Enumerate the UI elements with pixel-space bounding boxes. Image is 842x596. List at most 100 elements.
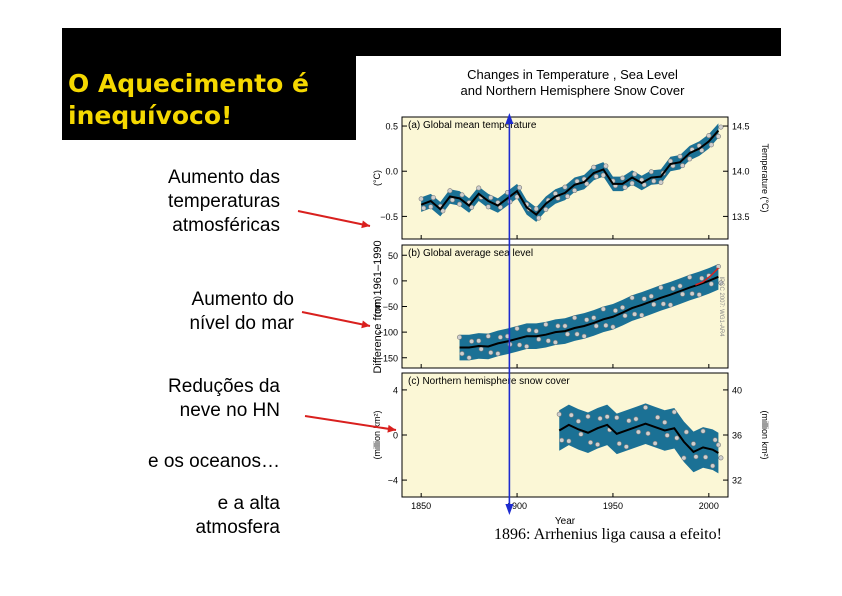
header-bar <box>62 28 781 56</box>
arrow-sea-level-head <box>361 320 370 329</box>
observation-point <box>674 435 680 441</box>
observation-point <box>418 196 424 202</box>
panel-title: (c) Northern hemisphere snow cover <box>408 376 570 387</box>
annotation-snow: Reduções da neve no HN <box>168 376 280 421</box>
y-right-tick-label: 36 <box>732 431 742 441</box>
observation-point <box>578 431 584 437</box>
observation-point <box>459 192 465 198</box>
panel-ylabel-right: Temperature (°C) <box>760 143 770 212</box>
observation-point <box>667 158 673 164</box>
x-tick-label: 1850 <box>411 501 431 511</box>
observation-point <box>449 197 455 203</box>
observation-point <box>555 323 561 329</box>
observation-point <box>718 455 724 461</box>
observation-point <box>689 291 695 297</box>
observation-point <box>655 414 661 420</box>
y-tick-label: 0.0 <box>385 167 398 177</box>
observation-point <box>514 326 520 332</box>
observation-point <box>712 437 718 443</box>
annotation-upper-atmosphere: e a alta atmosfera <box>195 493 280 538</box>
observation-point <box>604 414 610 420</box>
observation-point <box>562 184 568 190</box>
y-tick-label: −100 <box>378 328 398 338</box>
observation-point <box>623 444 629 450</box>
observation-point <box>677 153 683 159</box>
observation-point <box>671 409 677 415</box>
observation-point <box>478 346 484 352</box>
satellite-series-line <box>695 267 719 286</box>
observation-point <box>664 432 670 438</box>
observation-point <box>566 438 572 444</box>
x-axis-label: Year <box>555 516 576 527</box>
observation-point <box>536 336 542 342</box>
observation-point <box>687 156 693 162</box>
observation-point <box>430 195 436 201</box>
observation-point <box>715 133 721 139</box>
y-right-tick-label: 40 <box>732 385 742 395</box>
observation-point <box>421 205 427 211</box>
observation-point <box>568 412 574 418</box>
arrow-snow <box>304 415 397 431</box>
observation-point <box>457 334 463 340</box>
observation-point <box>620 305 626 311</box>
observation-point <box>488 350 494 356</box>
shared-ylabel: Difference from 1961–1990 <box>372 240 384 373</box>
observation-point <box>588 439 594 445</box>
arrow-temperature-head <box>361 220 370 229</box>
observation-point <box>591 315 597 321</box>
observation-point <box>603 322 609 328</box>
observation-point <box>562 323 568 329</box>
observation-point <box>593 323 599 329</box>
observation-point <box>447 188 453 194</box>
observation-point <box>652 440 658 446</box>
observation-point <box>696 292 702 298</box>
observation-point <box>715 442 721 448</box>
arrow-sea-level <box>301 311 371 327</box>
observation-point <box>680 291 686 297</box>
observation-point <box>622 184 628 190</box>
observation-point <box>677 283 683 289</box>
observation-point <box>662 419 668 425</box>
observation-point <box>597 415 603 421</box>
observation-point <box>670 286 676 292</box>
observation-point <box>660 301 666 307</box>
y-right-tick-label: 14.5 <box>732 122 750 132</box>
observation-point <box>536 215 542 221</box>
observation-point <box>690 441 696 447</box>
y-tick-label: −0.5 <box>380 212 398 222</box>
observation-point <box>591 164 597 170</box>
panel-title: (a) Global mean temperature <box>408 120 537 131</box>
observation-point <box>545 338 551 344</box>
panel-title: (b) Global average sea level <box>408 248 533 259</box>
panel-ylabel-right: (million km²) <box>760 411 770 460</box>
annotation-sea-level: Aumento do nível do mar <box>189 289 294 334</box>
observation-point <box>620 175 626 181</box>
y-tick-label: 50 <box>388 251 398 261</box>
observation-point <box>699 275 705 281</box>
observation-point <box>584 317 590 323</box>
observation-point <box>564 331 570 337</box>
observation-point <box>645 430 651 436</box>
y-tick-label: 4 <box>393 385 398 395</box>
panel-ylabel: (mm) <box>372 296 382 317</box>
slide-title: O Aquecimento é inequívoco! <box>68 69 309 130</box>
observation-point <box>543 207 549 213</box>
observation-point <box>629 295 635 301</box>
observation-point <box>485 333 491 339</box>
observation-point <box>699 147 705 153</box>
observation-point <box>622 313 628 319</box>
observation-point <box>626 418 632 424</box>
observation-point <box>533 328 539 334</box>
observation-point <box>681 455 687 461</box>
observation-point <box>517 342 523 348</box>
observation-point <box>581 333 587 339</box>
observation-point <box>600 306 606 312</box>
observation-point <box>517 185 523 191</box>
observation-point <box>572 315 578 321</box>
marker-arrowhead-top <box>505 113 514 124</box>
observation-point <box>687 274 693 280</box>
y-tick-label: −150 <box>378 353 398 363</box>
arrow-temperature <box>297 210 371 227</box>
series-line-1 <box>420 129 720 216</box>
panel-ylabel: (million km²) <box>372 411 382 460</box>
